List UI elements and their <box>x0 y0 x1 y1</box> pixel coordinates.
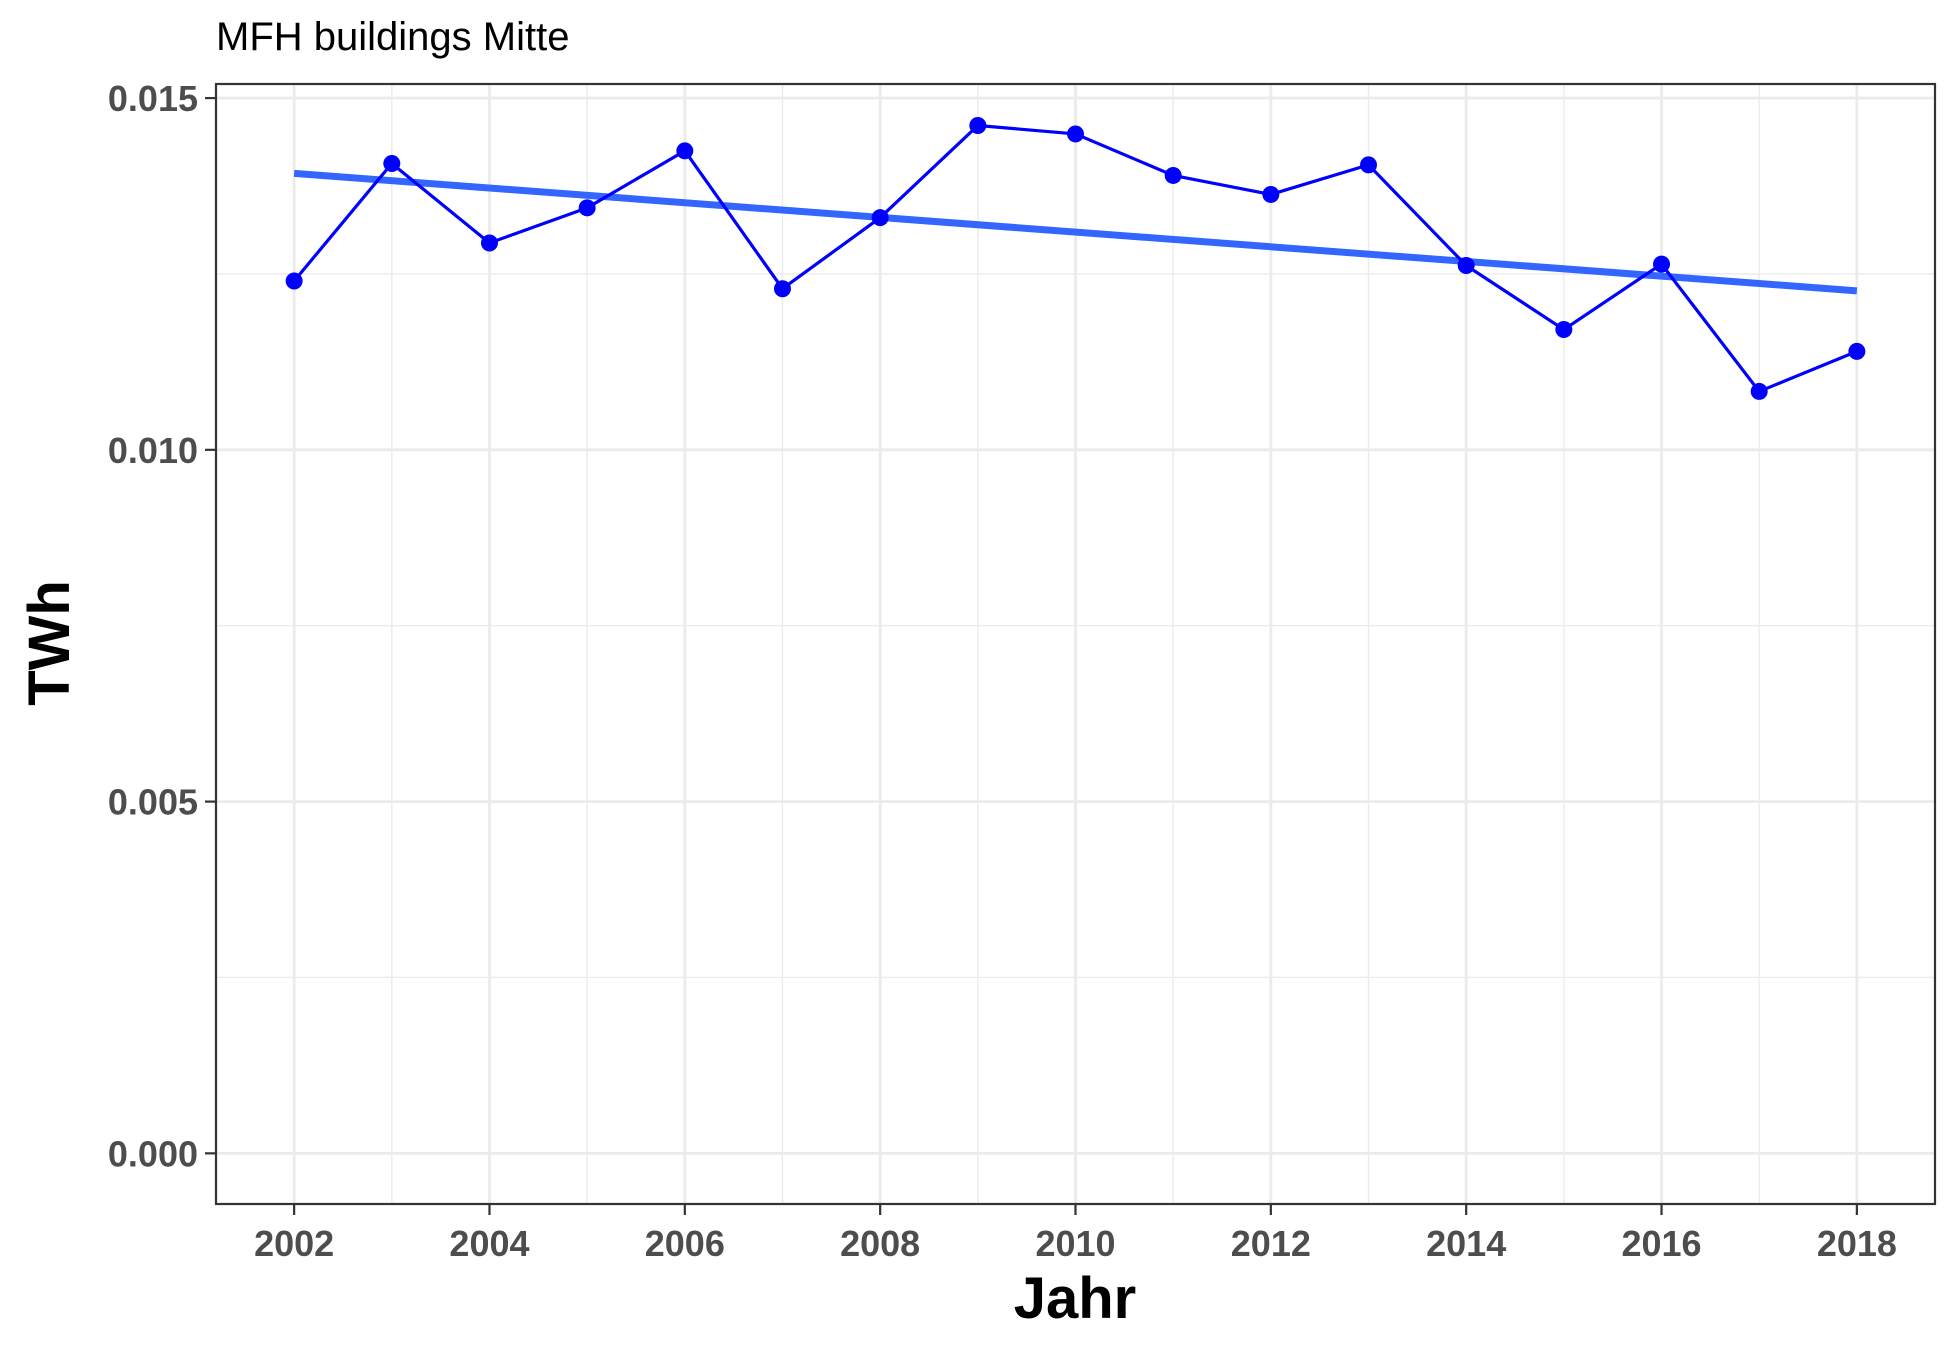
data-point <box>969 117 987 135</box>
chart-title: MFH buildings Mitte <box>216 15 569 59</box>
data-point <box>1360 156 1378 174</box>
data-point <box>480 234 498 252</box>
grid-layer <box>216 84 1935 1204</box>
data-point <box>773 280 791 298</box>
data-point <box>676 142 694 160</box>
trend-line <box>293 169 1858 295</box>
data-point <box>871 209 889 227</box>
x-tick-label: 2008 <box>840 1223 920 1264</box>
axis-layer: 2002 2004 2006 2008 2010 2012 2014 2016 2018 0.00… <box>108 78 1897 1264</box>
x-axis-title: Jahr <box>1014 1266 1137 1331</box>
data-point <box>1262 185 1280 203</box>
data-point <box>1653 255 1671 273</box>
y-tick-label: 0.010 <box>108 430 198 471</box>
x-tick-label: 2014 <box>1426 1223 1506 1264</box>
x-tick-label: 2004 <box>449 1223 529 1264</box>
y-tick-label: 0.005 <box>108 782 198 823</box>
data-point <box>1457 257 1475 275</box>
series-layer <box>285 117 1866 400</box>
y-tick-label: 0.015 <box>108 78 198 119</box>
y-axis-title: TWh <box>17 580 82 706</box>
data-point <box>578 199 596 217</box>
data-point <box>1750 382 1768 400</box>
x-tick-label: 2006 <box>645 1223 725 1264</box>
x-tick-label: 2016 <box>1621 1223 1701 1264</box>
data-point <box>1067 125 1084 143</box>
data-point <box>383 154 401 172</box>
data-point <box>1555 321 1573 339</box>
data-point <box>1164 166 1182 184</box>
x-tick-label: 2012 <box>1231 1223 1311 1264</box>
data-point <box>285 272 303 290</box>
y-tick-label: 0.000 <box>108 1133 198 1174</box>
x-tick-label: 2010 <box>1035 1223 1115 1264</box>
trend-layer <box>293 169 1858 295</box>
x-tick-label: 2002 <box>254 1223 334 1264</box>
x-tick-label: 2018 <box>1817 1223 1897 1264</box>
data-point <box>1848 342 1866 360</box>
